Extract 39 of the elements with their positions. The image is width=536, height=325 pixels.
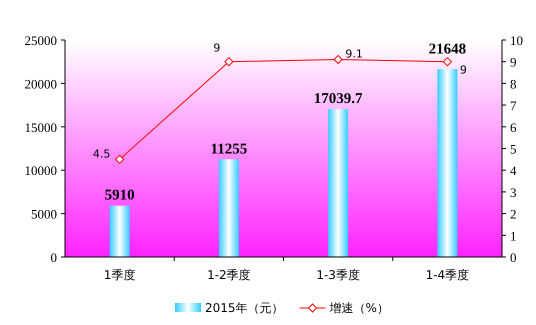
data-label: 5910 (104, 188, 135, 204)
data-label: 17039.7 (314, 91, 363, 108)
data-label: 21648 (428, 42, 466, 58)
y-tick-label: 15000 (24, 120, 57, 135)
x-tick-label: 1-2季度 (207, 268, 251, 282)
y-tick-label: 25000 (24, 33, 57, 48)
x-tick-label: 1季度 (104, 268, 136, 282)
y2-tick-label: 1 (510, 228, 516, 244)
bar (218, 159, 239, 257)
bar (328, 109, 348, 257)
bar (110, 206, 130, 257)
data-label: 9 (213, 42, 220, 55)
point (115, 154, 124, 164)
y2-tick-label: 8 (510, 76, 516, 92)
legend-label: 增速（%） (328, 301, 389, 315)
y-tick-label: 0 (50, 250, 57, 265)
bar (437, 69, 458, 257)
y-tick-label: 5000 (31, 206, 57, 222)
legend-label: 2015年（元） (205, 301, 284, 315)
y2-tick-label: 4 (510, 163, 517, 178)
y2-tick-label: 7 (510, 98, 517, 114)
x-tick-label: 1-3季度 (316, 268, 360, 282)
y2-tick-label: 9 (510, 54, 516, 70)
point (442, 57, 452, 66)
y2-tick-label: 2 (510, 206, 516, 222)
y2-tick-label: 0 (510, 250, 516, 265)
point (334, 55, 343, 64)
y2-tick-label: 6 (510, 120, 517, 135)
data-label: 11255 (210, 141, 248, 158)
y2-tick-label: 10 (510, 33, 523, 48)
y-tick-label: 20000 (24, 76, 57, 92)
y2-tick-label: 5 (510, 142, 516, 156)
data-label: 4.5 (92, 147, 110, 160)
y2-tick-label: 3 (510, 184, 516, 200)
data-label: 9.1 (345, 48, 363, 61)
x-tick-label: 1-4季度 (426, 268, 470, 282)
y-tick-label: 10000 (24, 163, 57, 178)
data-label: 9 (460, 64, 467, 77)
point (224, 57, 234, 66)
